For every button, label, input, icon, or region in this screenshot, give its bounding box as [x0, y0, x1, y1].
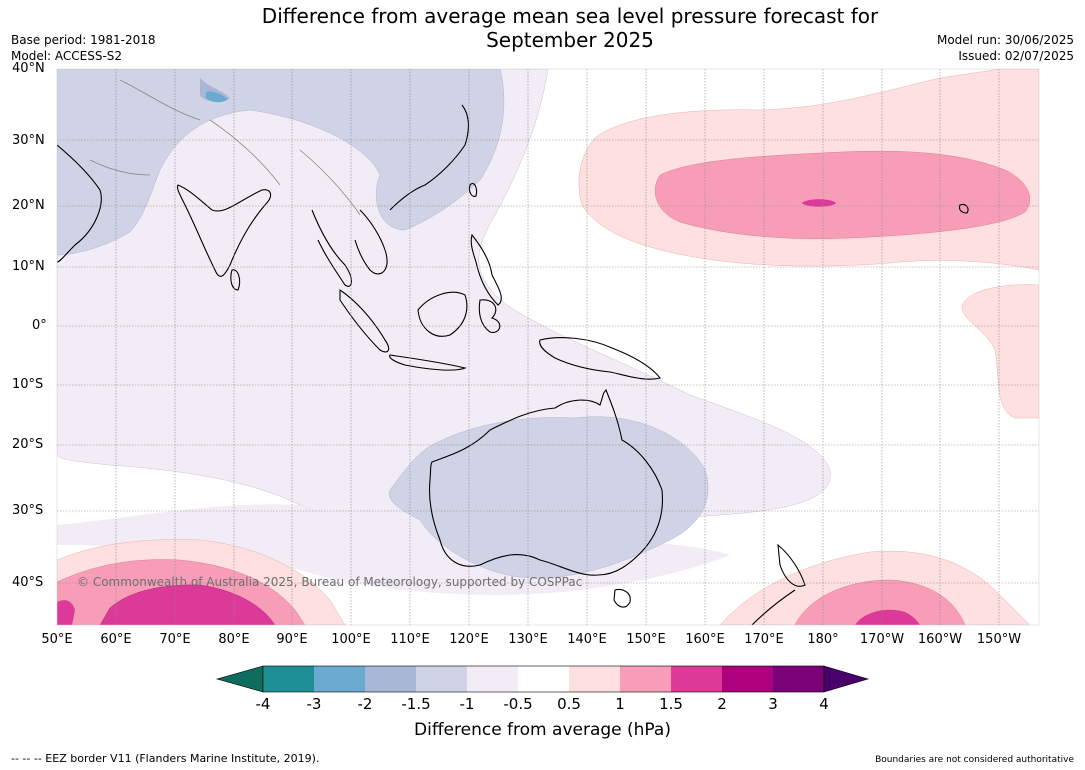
- java-coast: [389, 354, 467, 371]
- colorbar-swatch: [620, 666, 671, 692]
- colorbar-label: -4: [255, 695, 271, 713]
- colorbar-arrow-low: [215, 665, 264, 693]
- title-text: Difference from average mean sea level p…: [200, 4, 940, 52]
- lat-label-10n: 10°N: [12, 259, 45, 274]
- colorbar-swatch: [671, 666, 722, 692]
- contour-neg-2: [206, 91, 228, 103]
- colorbar-label: -3: [306, 695, 322, 713]
- hawaii-coast: [958, 204, 969, 214]
- china-coast: [389, 104, 469, 211]
- colorbar-swatch: [416, 666, 467, 692]
- borneo-coast: [417, 291, 468, 337]
- lon-label-160e: 160°E: [685, 632, 725, 647]
- sri-lanka-coast: [230, 269, 241, 291]
- contour-pos-1.5-se: [855, 609, 920, 625]
- colorbar-swatch: [518, 666, 569, 692]
- colorbar-title: Difference from average (hPa): [414, 720, 671, 740]
- lon-label-90e: 90°E: [276, 632, 308, 647]
- base-period: Base period: 1981-2018: [11, 33, 156, 47]
- indochina-coast: [311, 209, 388, 287]
- meta-right: Model run: 30/06/2025 Issued: 02/07/2025: [937, 32, 1074, 64]
- lon-label-60e: 60°E: [100, 632, 132, 647]
- lon-label-180: 180°: [807, 632, 839, 647]
- lat-label-30s: 30°S: [12, 503, 44, 518]
- colorbar-label: -1: [459, 695, 475, 713]
- contour-pos-1-se: [794, 579, 966, 625]
- sulawesi-coast: [478, 299, 501, 333]
- graticule: [57, 69, 1039, 625]
- colorbar-swatch: [722, 666, 773, 692]
- copyright-notice: © Commonwealth of Australia 2025, Bureau…: [77, 575, 583, 589]
- lon-label-170e: 170°E: [744, 632, 784, 647]
- colorbar-label: 1: [615, 695, 625, 713]
- colorbar-label: -1.5: [401, 695, 431, 713]
- coastlines: [57, 79, 969, 625]
- colorbar-label: -2: [357, 695, 373, 713]
- lon-label-160w: 160°W: [917, 632, 963, 647]
- taiwan-coast: [468, 182, 478, 197]
- colorbar-swatch: [773, 666, 824, 692]
- contour-pos-1-npac: [654, 150, 1030, 239]
- colorbar-arrow-high: [823, 665, 870, 693]
- india-coast: [176, 184, 272, 277]
- map-frame: [56, 68, 1040, 626]
- arabia-coast: [57, 144, 102, 263]
- colorbar-label: 4: [819, 695, 829, 713]
- colorbar-swatch: [569, 666, 620, 692]
- lat-label-30n: 30°N: [12, 133, 45, 148]
- lat-label-20s: 20°S: [12, 437, 44, 452]
- colorbar-swatch: [314, 666, 365, 692]
- title-line-1: Difference from average mean sea level p…: [261, 4, 879, 28]
- lon-label-150w: 150°W: [976, 632, 1022, 647]
- colorbar-label: 2: [717, 695, 727, 713]
- tasmania-coast: [613, 588, 631, 608]
- colorbar: [215, 665, 870, 693]
- title-line-2: September 2025: [486, 28, 654, 52]
- issued-date: Issued: 02/07/2025: [958, 49, 1074, 63]
- new-zealand-coast: [751, 543, 806, 625]
- contour-pos-1.5-sw: [99, 584, 276, 625]
- lon-label-140e: 140°E: [567, 632, 607, 647]
- lat-label-20n: 20°N: [12, 198, 45, 213]
- lon-label-170w: 170°W: [859, 632, 905, 647]
- map-fields: [57, 69, 1039, 625]
- lon-label-80e: 80°E: [218, 632, 250, 647]
- lon-label-70e: 70°E: [159, 632, 191, 647]
- contour-pos-0.5-epac: [961, 284, 1039, 419]
- eez-note: -- -- -- EEZ border V11 (Flanders Marine…: [11, 752, 320, 765]
- colorbar-frame: [262, 665, 825, 693]
- contour-pos-1.5-sw-edge: [57, 600, 75, 625]
- lat-label-40s: 40°S: [12, 575, 44, 590]
- australia-coast: [428, 388, 664, 576]
- lon-label-130e: 130°E: [508, 632, 548, 647]
- boundaries-note: Boundaries are not considered authoritat…: [875, 755, 1074, 765]
- model-name: Model: ACCESS-S2: [11, 49, 123, 63]
- lon-label-50e: 50°E: [41, 632, 73, 647]
- model-run: Model run: 30/06/2025: [936, 33, 1074, 47]
- colorbar-label: 3: [768, 695, 778, 713]
- lat-label-40n: 40°N: [12, 61, 45, 76]
- philippines-coast: [470, 233, 502, 306]
- contour-pos-1.5-npac: [802, 199, 836, 207]
- lat-label-equator: 0°: [32, 318, 47, 333]
- lon-label-100e: 100°E: [331, 632, 371, 647]
- colorbar-swatch: [467, 666, 518, 692]
- lat-label-10s: 10°S: [12, 377, 44, 392]
- colorbar-label: -0.5: [503, 695, 533, 713]
- lon-label-150e: 150°E: [626, 632, 666, 647]
- sumatra-coast: [339, 288, 390, 353]
- meta-left: Base period: 1981-2018 Model: ACCESS-S2: [11, 32, 156, 64]
- borders: [89, 79, 361, 216]
- colorbar-swatch: [365, 666, 416, 692]
- new-guinea-coast: [539, 337, 661, 380]
- lon-label-110e: 110°E: [390, 632, 430, 647]
- colorbar-swatch: [263, 666, 314, 692]
- colorbar-label: 1.5: [659, 695, 683, 713]
- lon-label-120e: 120°E: [449, 632, 489, 647]
- colorbar-label: 0.5: [557, 695, 581, 713]
